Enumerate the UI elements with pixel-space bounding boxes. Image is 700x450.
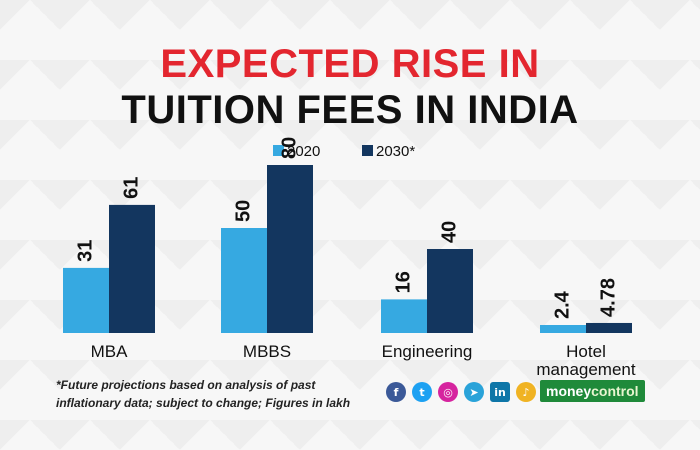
data-label-3-0: 2.4 xyxy=(551,290,573,319)
bar-2-1 xyxy=(427,249,473,333)
social-links: f t ◎ ➤ in ♪ xyxy=(386,382,536,402)
category-label-0: MBA xyxy=(91,342,129,361)
legend-swatch-1 xyxy=(362,145,373,156)
linkedin-icon[interactable]: in xyxy=(490,382,510,402)
instagram-icon[interactable]: ◎ xyxy=(438,382,458,402)
bar-2-0 xyxy=(381,299,427,333)
data-label-3-1: 4.78 xyxy=(597,278,619,317)
category-label-1: MBBS xyxy=(243,342,291,361)
bar-3-0 xyxy=(540,325,586,333)
bar-0-1 xyxy=(109,204,155,333)
category-label-3: Hotel management xyxy=(536,342,636,379)
brand-part-1: money xyxy=(546,383,592,399)
bar-0-0 xyxy=(63,267,109,333)
category-label-2: Engineering xyxy=(382,342,473,361)
bar-1-0 xyxy=(221,228,267,333)
data-label-1-1: 80 xyxy=(278,137,300,159)
legend-label-1: 2030* xyxy=(376,143,415,160)
telegram-icon[interactable]: ➤ xyxy=(464,382,484,402)
notification-icon[interactable]: ♪ xyxy=(516,382,536,402)
bar-1-1 xyxy=(267,165,313,333)
facebook-icon[interactable]: f xyxy=(386,382,406,402)
data-label-2-0: 16 xyxy=(392,271,414,293)
title-line-1: EXPECTED RISE IN xyxy=(160,42,540,86)
twitter-icon[interactable]: t xyxy=(412,382,432,402)
data-label-1-0: 50 xyxy=(232,200,254,222)
title-line-2: TUITION FEES IN INDIA xyxy=(121,88,579,132)
legend-swatch-0 xyxy=(273,145,284,156)
footnote: *Future projections based on analysis of… xyxy=(56,378,351,410)
data-label-0-1: 61 xyxy=(120,177,142,199)
brand-logo: moneycontrol xyxy=(540,380,645,402)
legend-label-0: 2020 xyxy=(287,143,320,160)
data-label-2-1: 40 xyxy=(438,221,460,243)
bar-3-1 xyxy=(586,322,632,333)
data-label-0-0: 31 xyxy=(74,240,96,262)
brand-part-2: control xyxy=(591,383,639,399)
